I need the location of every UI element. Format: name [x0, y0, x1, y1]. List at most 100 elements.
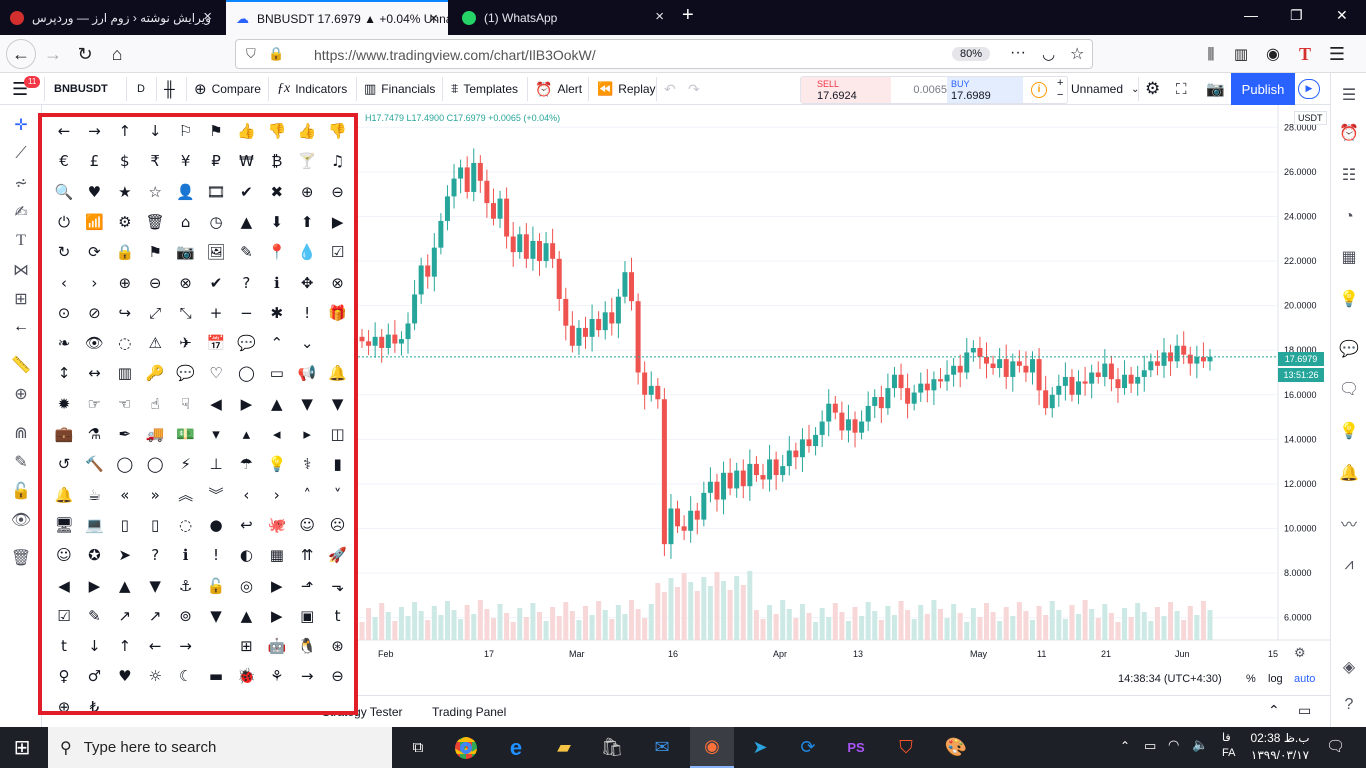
icon-option[interactable]: ✔: [209, 273, 223, 292]
zoom-in-tool-icon[interactable]: ⊕: [14, 386, 28, 403]
icon-option[interactable]: ⚑: [209, 122, 223, 140]
icon-option[interactable]: 💡: [267, 455, 287, 474]
icon-option[interactable]: ☕: [87, 485, 102, 504]
icon-option[interactable]: ♥: [118, 667, 132, 686]
play-circle-icon[interactable]: ▶: [1298, 79, 1320, 99]
icon-option[interactable]: ⊛: [331, 637, 344, 656]
notifications-icon[interactable]: 🔔: [1339, 465, 1359, 482]
unlock-icon[interactable]: 🔓: [11, 483, 31, 500]
icon-option[interactable]: ⬎: [331, 576, 344, 595]
icon-option[interactable]: →: [88, 122, 101, 140]
icon-option[interactable]: ☑: [57, 606, 71, 625]
icon-option[interactable]: ₺: [89, 697, 100, 715]
icon-option[interactable]: ⊖: [148, 273, 162, 292]
indicators-button[interactable]: ƒx Indicators: [277, 81, 348, 96]
browser-tab-tradingview[interactable]: ☁ BNBUSDT 17.6979 ▲ +0.04% Unnamed ×: [226, 0, 448, 35]
icon-option[interactable]: ▥: [117, 364, 132, 383]
icon-option[interactable]: ⊕: [118, 273, 132, 292]
icon-option[interactable]: ›: [273, 485, 280, 504]
eye-icon[interactable]: 👁: [10, 512, 32, 529]
icon-option[interactable]: ⊞: [240, 637, 253, 656]
icon-option[interactable]: ◫: [330, 425, 345, 443]
icon-option[interactable]: 📍: [267, 243, 287, 262]
hotlists-icon[interactable]: ◔: [1344, 208, 1354, 225]
icon-option[interactable]: ➤: [118, 546, 132, 565]
alert-button[interactable]: ⏰ Alert: [535, 80, 583, 97]
icon-option[interactable]: [324, 330, 352, 356]
icon-option[interactable]: 🚀: [328, 546, 347, 565]
icon-option[interactable]: ⊙: [57, 303, 71, 322]
icon-option[interactable]: 💧: [297, 243, 317, 262]
notification-center-icon[interactable]: 🗨: [1326, 738, 1346, 755]
reload-icon[interactable]: ↻: [77, 43, 93, 64]
wifi-icon[interactable]: ◠: [1168, 737, 1180, 752]
icon-option[interactable]: ▶: [271, 576, 283, 595]
file-explorer-icon[interactable]: ▰: [557, 737, 571, 757]
icon-option[interactable]: ₽: [211, 152, 221, 171]
icon-option[interactable]: ︽: [178, 486, 194, 505]
lock-icon[interactable]: 🔒: [268, 46, 285, 61]
icon-tool-arrow-icon[interactable]: ←: [13, 318, 29, 335]
icon-option[interactable]: !: [212, 546, 219, 565]
icon-option[interactable]: ↗: [118, 606, 132, 625]
icon-option[interactable]: 🎁: [328, 303, 347, 322]
icon-option[interactable]: ☺: [299, 515, 315, 534]
icon-option[interactable]: ▼: [149, 576, 161, 595]
icon-option[interactable]: 📷: [176, 243, 195, 262]
icon-option[interactable]: 💬: [176, 364, 195, 383]
icon-option[interactable]: ‹: [243, 485, 250, 504]
icon-option[interactable]: «: [120, 485, 130, 504]
forward-icon[interactable]: →: [44, 43, 62, 64]
icon-option[interactable]: ▣: [300, 606, 315, 625]
icon-option[interactable]: ↗: [148, 606, 162, 625]
trash-icon[interactable]: 🗑: [10, 550, 32, 567]
icon-option[interactable]: ˅: [333, 485, 342, 504]
icon-option[interactable]: ⤡: [179, 303, 192, 322]
icon-option[interactable]: ℹ: [273, 273, 280, 292]
url-text[interactable]: https://www.tradingview.com/chart/IlB3Oo…: [314, 47, 596, 63]
icon-option[interactable]: ⤢: [149, 303, 162, 322]
icon-option[interactable]: ✖: [270, 182, 284, 201]
icon-option[interactable]: 📅: [206, 334, 226, 353]
icon-option[interactable]: 🤖: [267, 637, 287, 656]
icon-option[interactable]: 🍸: [297, 152, 317, 171]
zoom-out-icon[interactable]: −: [1057, 89, 1064, 101]
icon-option[interactable]: ▭: [269, 364, 284, 383]
icon-option[interactable]: ▼: [331, 394, 344, 413]
layout-name[interactable]: Unnamed ⌄: [1071, 82, 1140, 96]
icon-option[interactable]: ▯: [120, 515, 129, 534]
icon-option[interactable]: ☝: [150, 394, 160, 413]
address-bar[interactable]: ⛉ 🔒 https://www.tradingview.com/chart/Il…: [235, 39, 1093, 69]
new-tab-icon[interactable]: +: [682, 4, 694, 26]
icon-option[interactable]: ▦: [269, 546, 284, 565]
replay-button[interactable]: ⏪ Replay: [597, 81, 656, 96]
icon-option[interactable]: ☼: [148, 667, 162, 686]
icon-option[interactable]: ◂: [273, 425, 281, 443]
icon-option[interactable]: ⚠: [148, 334, 162, 353]
icon-option[interactable]: £: [89, 152, 100, 171]
icon-option[interactable]: 🐧: [297, 637, 317, 656]
icon-option[interactable]: ▲: [119, 576, 131, 595]
icon-option[interactable]: ↑: [118, 122, 132, 140]
restore-icon[interactable]: ❐: [1290, 7, 1303, 23]
icon-option[interactable]: ℹ: [182, 546, 189, 565]
icon-option[interactable]: ↪: [118, 303, 132, 322]
symbol-search[interactable]: BNBUSDT: [54, 83, 108, 95]
icon-option[interactable]: 🐞: [237, 667, 256, 686]
icon-option[interactable]: ◀: [58, 576, 70, 595]
compare-button[interactable]: ⊕ Compare: [194, 81, 261, 98]
home-icon[interactable]: ⌂: [111, 43, 123, 64]
icon-option[interactable]: ⬆: [300, 212, 314, 231]
brush-icon[interactable]: ✍: [14, 204, 28, 221]
icon-option[interactable]: $: [120, 152, 130, 171]
pocket-icon[interactable]: ◡: [1042, 46, 1056, 63]
icon-option[interactable]: ◌: [179, 515, 193, 534]
icon-option[interactable]: ⌂: [180, 212, 191, 231]
fib-tool-icon[interactable]: ⩫: [14, 175, 28, 192]
auto-toggle[interactable]: auto: [1294, 673, 1316, 685]
icon-option[interactable]: ▬: [208, 667, 224, 686]
magnet-icon[interactable]: ⋒: [14, 425, 28, 442]
icon-option[interactable]: ✹: [57, 394, 71, 413]
icon-option[interactable]: ✔: [240, 182, 253, 201]
icon-option[interactable]: ⚘: [270, 667, 284, 686]
